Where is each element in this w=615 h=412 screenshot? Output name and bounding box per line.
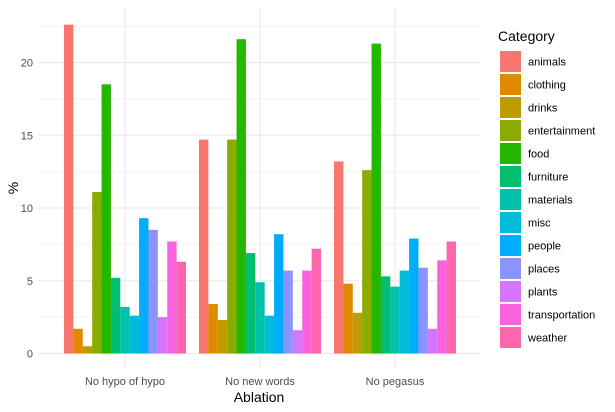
bar-weather-3 bbox=[446, 241, 456, 354]
bar-entertainment-1 bbox=[92, 191, 102, 354]
bar-food-1 bbox=[101, 84, 111, 354]
legend-label-food: food bbox=[528, 149, 549, 161]
legend-key-places bbox=[500, 258, 521, 279]
bar-transportation-2 bbox=[302, 270, 312, 354]
legend-label-places: places bbox=[528, 264, 560, 276]
y-tick-label: 5 bbox=[27, 276, 33, 288]
bar-clothing-3 bbox=[343, 283, 353, 354]
bar-food-2 bbox=[236, 39, 246, 354]
bar-people-1 bbox=[139, 218, 149, 354]
x-axis-title: Ablation bbox=[234, 389, 285, 405]
bar-drinks-3 bbox=[352, 312, 363, 354]
legend-key-entertainment bbox=[500, 120, 521, 141]
bar-drinks-2 bbox=[217, 320, 228, 354]
legend-key-people bbox=[500, 235, 521, 256]
legend-key-materials bbox=[500, 189, 521, 210]
legend-label-materials: materials bbox=[528, 195, 573, 207]
bar-plants-3 bbox=[427, 328, 438, 354]
bar-materials-3 bbox=[390, 286, 400, 354]
legend: Category animals clothing drinks entertainm… bbox=[498, 28, 595, 348]
bar-drinks-1 bbox=[82, 346, 93, 354]
legend-key-animals bbox=[500, 51, 521, 72]
bar-misc-2 bbox=[264, 315, 275, 354]
legend-key-drinks bbox=[500, 97, 521, 118]
bar-weather-2 bbox=[311, 248, 321, 354]
bar-materials-2 bbox=[255, 282, 265, 354]
bar-clothing-1 bbox=[73, 328, 83, 354]
bar-places-1 bbox=[148, 229, 158, 354]
legend-key-furniture bbox=[500, 166, 521, 187]
legend-key-weather bbox=[500, 327, 521, 348]
y-tick-label: 15 bbox=[21, 130, 33, 142]
bar-food-3 bbox=[371, 43, 381, 354]
x-tick-labels: No hypo of hypo No new words No pegasus bbox=[85, 376, 425, 388]
y-tick-label: 0 bbox=[27, 349, 33, 361]
bar-people-3 bbox=[409, 238, 419, 354]
legend-label-weather: weather bbox=[527, 333, 567, 345]
bar-entertainment-2 bbox=[227, 139, 237, 354]
bar-places-2 bbox=[283, 270, 293, 354]
bar-misc-1 bbox=[129, 315, 140, 354]
legend-key-clothing bbox=[500, 74, 521, 95]
bar-transportation-1 bbox=[167, 241, 177, 354]
bar-people-2 bbox=[274, 234, 284, 354]
bar-plants-2 bbox=[292, 330, 303, 354]
y-tick-labels: 0 5 10 15 20 bbox=[21, 58, 33, 361]
legend-label-furniture: furniture bbox=[528, 172, 568, 184]
bar-furniture-1 bbox=[110, 277, 121, 354]
legend-label-transportation: transportation bbox=[528, 310, 595, 322]
legend-label-clothing: clothing bbox=[528, 80, 566, 92]
bar-animals-1 bbox=[64, 24, 74, 354]
legend-label-entertainment: entertainment bbox=[528, 126, 595, 138]
bar-furniture-3 bbox=[380, 276, 391, 354]
x-tick-label: No new words bbox=[225, 376, 295, 388]
bar-animals-2 bbox=[199, 139, 209, 354]
legend-key-misc bbox=[500, 212, 521, 233]
bar-materials-1 bbox=[120, 306, 130, 354]
bar-weather-1 bbox=[176, 261, 186, 354]
bar-animals-3 bbox=[334, 161, 344, 354]
bar-places-3 bbox=[418, 267, 428, 354]
legend-label-misc: misc bbox=[528, 218, 551, 230]
legend-key-transportation bbox=[500, 304, 521, 325]
bar-clothing-2 bbox=[208, 304, 218, 354]
y-axis-title: % bbox=[5, 182, 21, 194]
legend-key-food bbox=[500, 143, 521, 164]
bar-misc-3 bbox=[399, 270, 410, 354]
x-tick-label: No hypo of hypo bbox=[85, 376, 165, 388]
legend-label-people: people bbox=[528, 241, 561, 253]
legend-label-plants: plants bbox=[528, 287, 558, 299]
bar-plants-1 bbox=[157, 317, 168, 354]
legend-key-plants bbox=[500, 281, 521, 302]
bars bbox=[64, 24, 456, 354]
legend-label-animals: animals bbox=[528, 57, 566, 69]
bar-transportation-3 bbox=[437, 260, 447, 354]
y-tick-label: 10 bbox=[21, 203, 33, 215]
legend-title: Category bbox=[498, 28, 555, 44]
legend-label-drinks: drinks bbox=[528, 103, 558, 115]
x-tick-label: No pegasus bbox=[366, 376, 425, 388]
y-tick-label: 20 bbox=[21, 58, 33, 70]
bar-furniture-2 bbox=[245, 253, 256, 354]
bar-entertainment-3 bbox=[362, 170, 372, 354]
